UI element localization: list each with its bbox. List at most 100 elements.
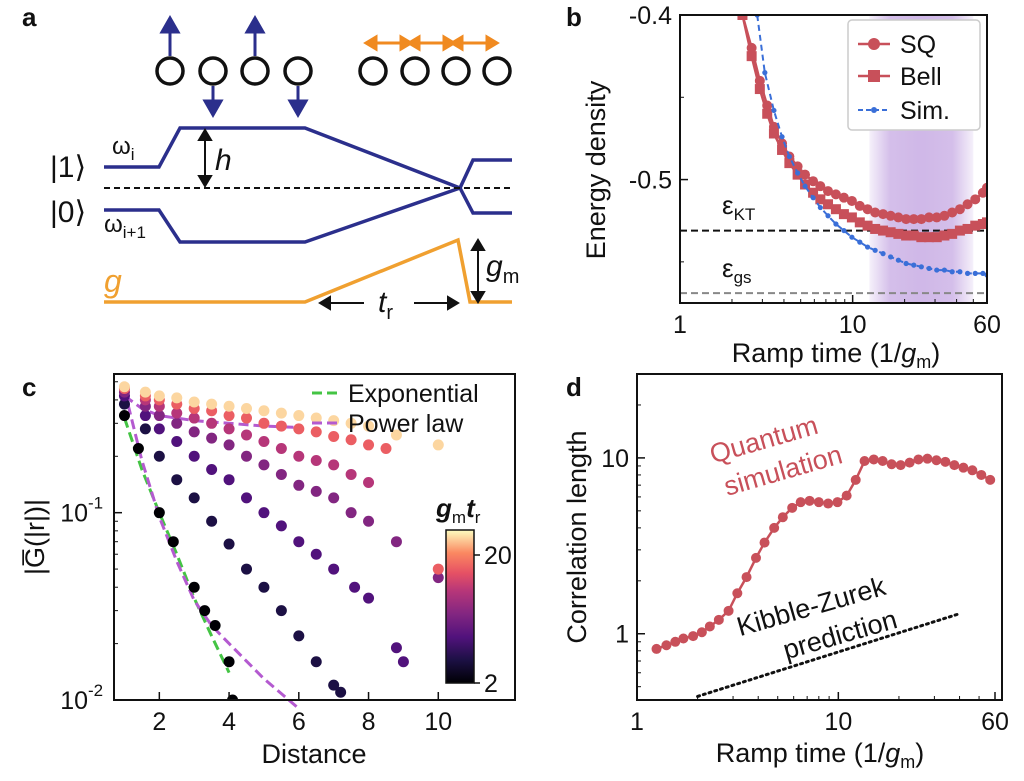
sq-point [893,212,904,223]
correlation-length-point [949,460,960,471]
spin-down-arrowhead [287,99,309,119]
correlation-point-gt-21 [188,396,200,408]
bell-point [830,204,841,215]
spin-site [283,56,313,86]
bell-point [854,217,865,228]
level-omega-i1 [104,185,512,244]
panel-c-legend: Exponential Power law [312,380,479,438]
correlation-length-point [958,462,969,473]
panel-c-label: c [22,372,36,402]
sim-point [972,270,978,276]
sim-point [941,267,948,273]
correlation-point-gt-14 [241,429,253,441]
state-one-label: |1⟩ [50,151,86,184]
spin-down-arrowhead [202,99,224,119]
correlation-point-gt-21 [223,400,235,412]
bell-point [754,84,765,95]
sq-point [854,200,865,211]
panel-d-frame [636,373,1003,701]
correlation-length-point [868,454,879,465]
sim-point [864,244,871,250]
correlation-point-gt-21 [153,390,165,402]
panel-c-frame [113,373,516,701]
bell-point [916,232,927,243]
panel-b-xlabel: Ramp time (1/gm) [732,338,941,372]
panel-c-ylabel: |G̅(|r|)| [20,499,50,575]
correlation-point-gt-8 [188,450,200,462]
correlation-length-point [931,455,942,466]
spin-chain-ordered [155,14,313,119]
bell-point [970,220,981,231]
correlation-point-gt-8 [349,581,361,593]
sq-point [970,194,981,205]
correlation-point-gt-14 [275,443,287,455]
correlation-point-gt-17 [432,563,444,575]
tr-label: tr [378,286,393,324]
correlation-point-gt-5 [275,605,287,617]
correlation-length-point [967,465,978,476]
correlation-length-point [859,456,870,467]
spin-up-arrowhead [244,14,266,34]
sim-point [771,107,777,114]
sim-point [825,213,831,219]
correlation-length-point [688,631,699,642]
sim-point [786,153,792,160]
correlation-point-gt-11 [345,507,357,519]
colorbar-tick-20: 20 [484,542,512,570]
correlation-length-point [704,621,715,632]
sq-point [878,209,889,220]
legend-bell-label: Bell [900,63,942,91]
correlation-length-point [976,469,987,480]
correlation-length-point [651,643,662,654]
kibble-zurek-line [696,612,961,698]
panel-b-label: b [566,2,582,32]
bell-point [838,209,849,220]
correlation-point-gt-5 [171,474,183,486]
correlation-point-gt-5 [241,563,253,575]
bell-point [878,225,889,236]
x-tick-label: 60 [973,311,1001,339]
sq-point [947,207,958,218]
panel-c-series-group [118,381,444,700]
correlation-length-point [877,456,888,467]
correlation-length-point [895,460,906,471]
sim-point [810,195,816,201]
correlation-length-point [985,474,996,485]
x-tick-label: 1 [630,708,644,736]
sq-point [846,195,857,206]
correlation-length-point [713,614,724,625]
sim-point [880,251,886,257]
correlation-point-gt-17 [258,417,270,429]
sq-point [823,186,834,197]
correlation-length-point [804,495,815,506]
correlation-length-point [823,498,834,509]
correlation-point-gt-5 [206,515,218,527]
bell-point [862,220,873,231]
x-tick-label: 60 [981,708,1009,736]
correlation-point-gt-2 [223,656,235,668]
correlation-length-point [832,497,843,508]
correlation-point-gt-5 [293,630,305,642]
y-tick-label: -0.4 [629,2,672,30]
correlation-point-gt-8 [153,423,165,435]
sim-point [926,265,932,272]
x-tick-label: 8 [362,708,376,736]
correlation-point-gt-17 [293,423,305,435]
sim-point [833,221,839,227]
sq-point [962,199,973,210]
correlation-length-point [732,588,743,599]
correlation-point-gt-21 [206,398,218,410]
omega-i1-label: ωi+1 [104,211,146,242]
sq-point [862,204,873,215]
y-tick-label: 10 [60,687,88,715]
spin-site [400,56,430,86]
correlation-point-gt-17 [363,439,375,451]
bell-point [893,228,904,239]
correlation-length-point [696,627,707,638]
bell-point [846,212,857,223]
correlation-point-gt-5 [223,538,235,550]
spin-site [155,56,185,86]
gm-arrow [470,238,486,304]
panel-d-xlabel: Ramp time (1/gm) [716,738,925,772]
